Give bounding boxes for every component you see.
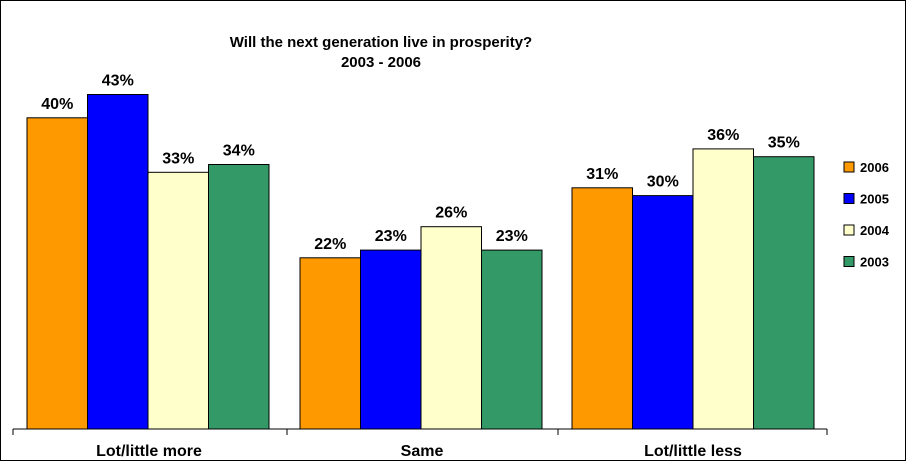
data-label: 31% — [586, 166, 618, 183]
bar-2005-3 — [632, 195, 694, 430]
chart-subtitle: 2003 - 2006 — [341, 54, 421, 71]
legend-swatch-2004 — [843, 224, 855, 236]
data-label: 40% — [41, 96, 73, 113]
legend-swatch-2006 — [843, 161, 855, 173]
data-label: 43% — [102, 73, 134, 90]
data-label: 35% — [768, 135, 800, 152]
bar-2005-2 — [360, 249, 422, 430]
plot-area: 40% 43% 33% 34% 22% 23% 26% 23% 31% 30% 36% 35% Lot/… — [12, 73, 828, 460]
bar-2005-1 — [87, 94, 149, 430]
data-label: 30% — [647, 174, 679, 191]
legend-swatch-2005 — [843, 193, 855, 204]
bar-2006-3 — [571, 187, 633, 430]
bar-2003-2 — [481, 249, 543, 430]
bar-2003-3 — [753, 156, 815, 430]
legend: 2006 2005 2004 2003 — [843, 160, 890, 270]
bar-2006-1 — [26, 117, 88, 430]
chart-title: Will the next generation live in prosper… — [230, 34, 532, 51]
data-label: 34% — [223, 143, 255, 160]
legend-label: 2005 — [860, 192, 889, 207]
legend-label: 2004 — [860, 223, 890, 238]
x-tick-label: Same — [401, 443, 444, 460]
x-tick-label: Lot/little less — [644, 443, 742, 460]
bar-2006-2 — [299, 257, 361, 430]
legend-label: 2006 — [860, 160, 889, 175]
legend-swatch-2003 — [843, 256, 855, 267]
bar-2004-2 — [420, 226, 482, 430]
data-label: 23% — [375, 228, 407, 245]
data-label: 23% — [496, 228, 528, 245]
data-label: 36% — [707, 127, 739, 144]
legend-label: 2003 — [860, 255, 889, 270]
data-label: 26% — [435, 205, 467, 222]
data-label: 33% — [162, 150, 194, 167]
bar-2003-1 — [208, 164, 270, 430]
x-tick-label: Lot/little more — [96, 443, 202, 460]
data-label: 22% — [314, 236, 346, 253]
bar-2004-3 — [692, 148, 754, 430]
bar-2004-1 — [147, 171, 209, 430]
